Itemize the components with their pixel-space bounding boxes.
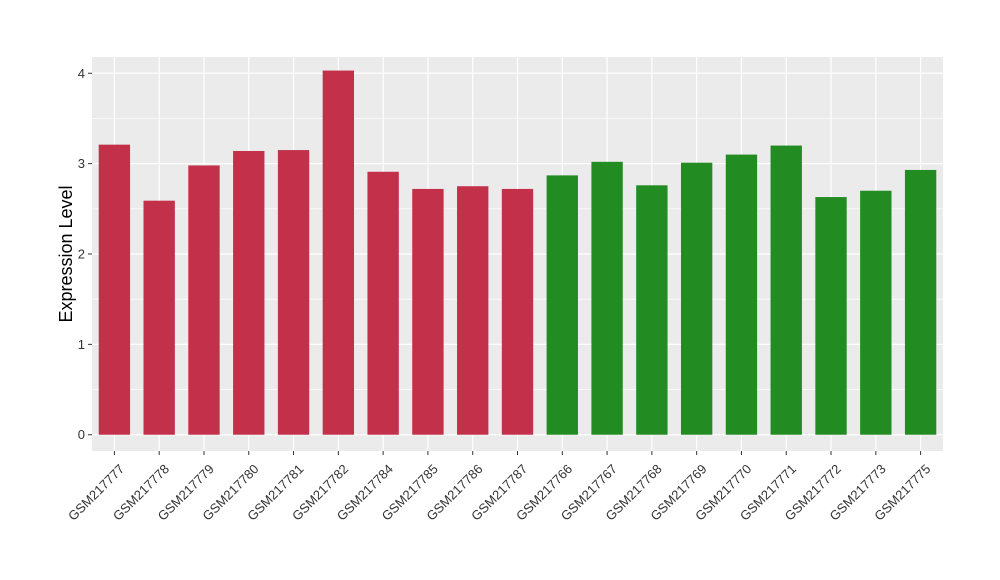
y-tick-label: 1 [78, 337, 85, 352]
bar-GSM217777 [98, 144, 131, 435]
x-axis: GSM217777GSM217778GSM217779GSM217780GSM2… [65, 451, 934, 524]
bar-GSM217770 [725, 154, 758, 435]
bar-GSM217782 [322, 70, 355, 435]
bar-GSM217785 [412, 188, 444, 435]
bar-GSM217769 [680, 162, 713, 435]
bar-GSM217771 [770, 145, 802, 435]
bar-GSM217787 [501, 188, 534, 435]
y-axis: 0 1 2 3 4 [78, 66, 92, 442]
bars [98, 70, 937, 435]
bar-GSM217772 [815, 197, 847, 435]
bar-GSM217766 [546, 175, 578, 435]
bar-GSM217767 [591, 161, 623, 435]
y-tick-label: 0 [78, 427, 85, 442]
bar-GSM217778 [143, 200, 175, 435]
bar-GSM217773 [860, 190, 892, 435]
bar-GSM217781 [277, 150, 310, 435]
y-axis-title: Expression Level [56, 185, 76, 322]
y-tick-label: 2 [78, 247, 85, 262]
bar-GSM217775 [904, 169, 937, 435]
bar-GSM217780 [233, 150, 265, 435]
bar-GSM217779 [188, 165, 220, 435]
bar-GSM217784 [367, 171, 399, 435]
y-tick-label: 3 [78, 156, 85, 171]
bar-GSM217768 [636, 185, 668, 435]
y-tick-label: 4 [78, 66, 85, 81]
bar-GSM217786 [457, 186, 489, 435]
